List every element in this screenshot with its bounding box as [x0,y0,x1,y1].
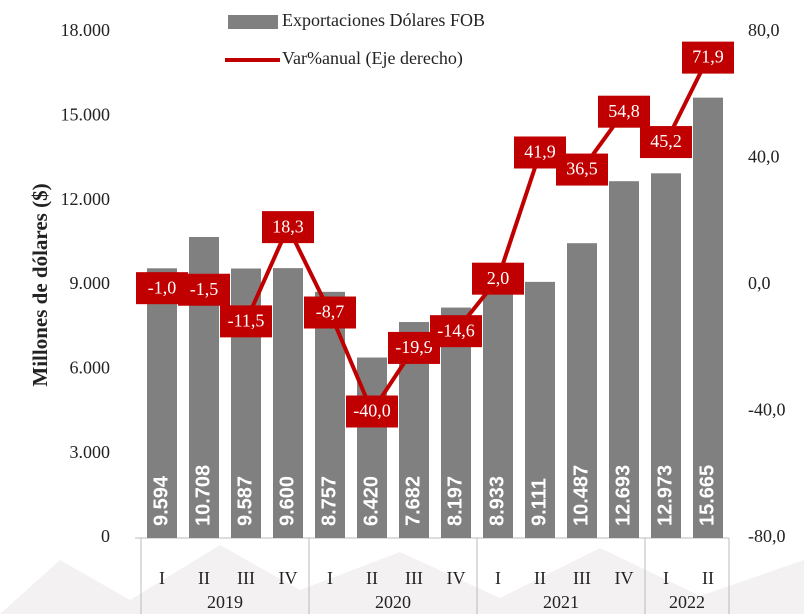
line-value-label: -1,0 [148,277,177,297]
line-value-label: 18,3 [272,216,304,236]
bar-value-label: 8.757 [318,476,340,526]
y-tick-label: 3.000 [70,442,111,462]
bar-value-label: 12.693 [612,465,634,526]
x-tick-label: II [366,568,378,588]
y-tick-label: 0 [101,526,110,546]
bar-value-label: 8.933 [486,476,508,526]
y-tick-label: 15.000 [61,104,111,124]
group-label: 2021 [543,592,579,612]
y2-tick-label: 80,0 [748,20,780,40]
x-tick-label: I [327,568,333,588]
line-value-label: 54,8 [608,101,640,121]
x-tick-label: III [237,568,255,588]
x-tick-label: II [198,568,210,588]
line-value-label: -40,0 [353,401,391,421]
x-tick-label: I [159,568,165,588]
group-label: 2019 [207,592,243,612]
bar-value-label: 9.587 [234,476,256,526]
y-axis-title: Millones de dólares ($) [28,183,52,386]
bar-value-label: 10.487 [570,465,592,526]
y2-tick-label: -40,0 [748,400,786,420]
bar-value-label: 15.665 [696,465,718,526]
bar-value-label: 10.708 [192,465,214,526]
line-value-label: -1,5 [190,279,219,299]
y-tick-label: 18.000 [61,20,111,40]
bar-value-label: 9.594 [150,475,172,526]
y-tick-label: 6.000 [70,357,111,377]
x-tick-label: IV [615,568,634,588]
bar-value-label: 6.420 [360,476,382,526]
legend-swatch [228,15,278,29]
group-label: 2022 [669,592,705,612]
bar-value-label: 9.600 [276,476,298,526]
x-tick-label: II [702,568,714,588]
x-tick-label: IV [447,568,466,588]
y-tick-label: 12.000 [61,189,111,209]
bar-value-label: 9.111 [528,478,550,526]
x-tick-label: IV [279,568,298,588]
y2-tick-label: -80,0 [748,526,786,546]
y-tick-label: 9.000 [70,273,111,293]
line-value-label: -11,5 [228,310,265,330]
x-tick-label: III [405,568,423,588]
bar-value-label: 7.682 [402,476,424,526]
x-tick-label: II [534,568,546,588]
y2-tick-label: 40,0 [748,147,780,167]
legend-label: Exportaciones Dólares FOB [282,10,485,30]
y2-tick-label: 0,0 [748,273,771,293]
group-label: 2020 [375,592,411,612]
legend-label: Var%anual (Eje derecho) [282,48,463,69]
chart: Millones de dólares ($) 0 3.000 6.000 9.000… [0,0,804,614]
bar-value-label: 8.197 [444,476,466,526]
line-value-label: -19,9 [395,337,433,357]
line-value-label: 36,5 [566,159,598,179]
line-value-label: -14,6 [437,320,475,340]
x-tick-label: III [573,568,591,588]
bar-value-label: 12.973 [654,465,676,526]
x-tick-label: I [663,568,669,588]
line-value-label: 45,2 [650,131,682,151]
line-value-label: 41,9 [524,142,556,162]
line-value-label: 2,0 [487,268,510,288]
x-tick-label: I [495,568,501,588]
line-value-label: 71,9 [692,47,724,67]
line-value-label: -8,7 [316,302,345,322]
